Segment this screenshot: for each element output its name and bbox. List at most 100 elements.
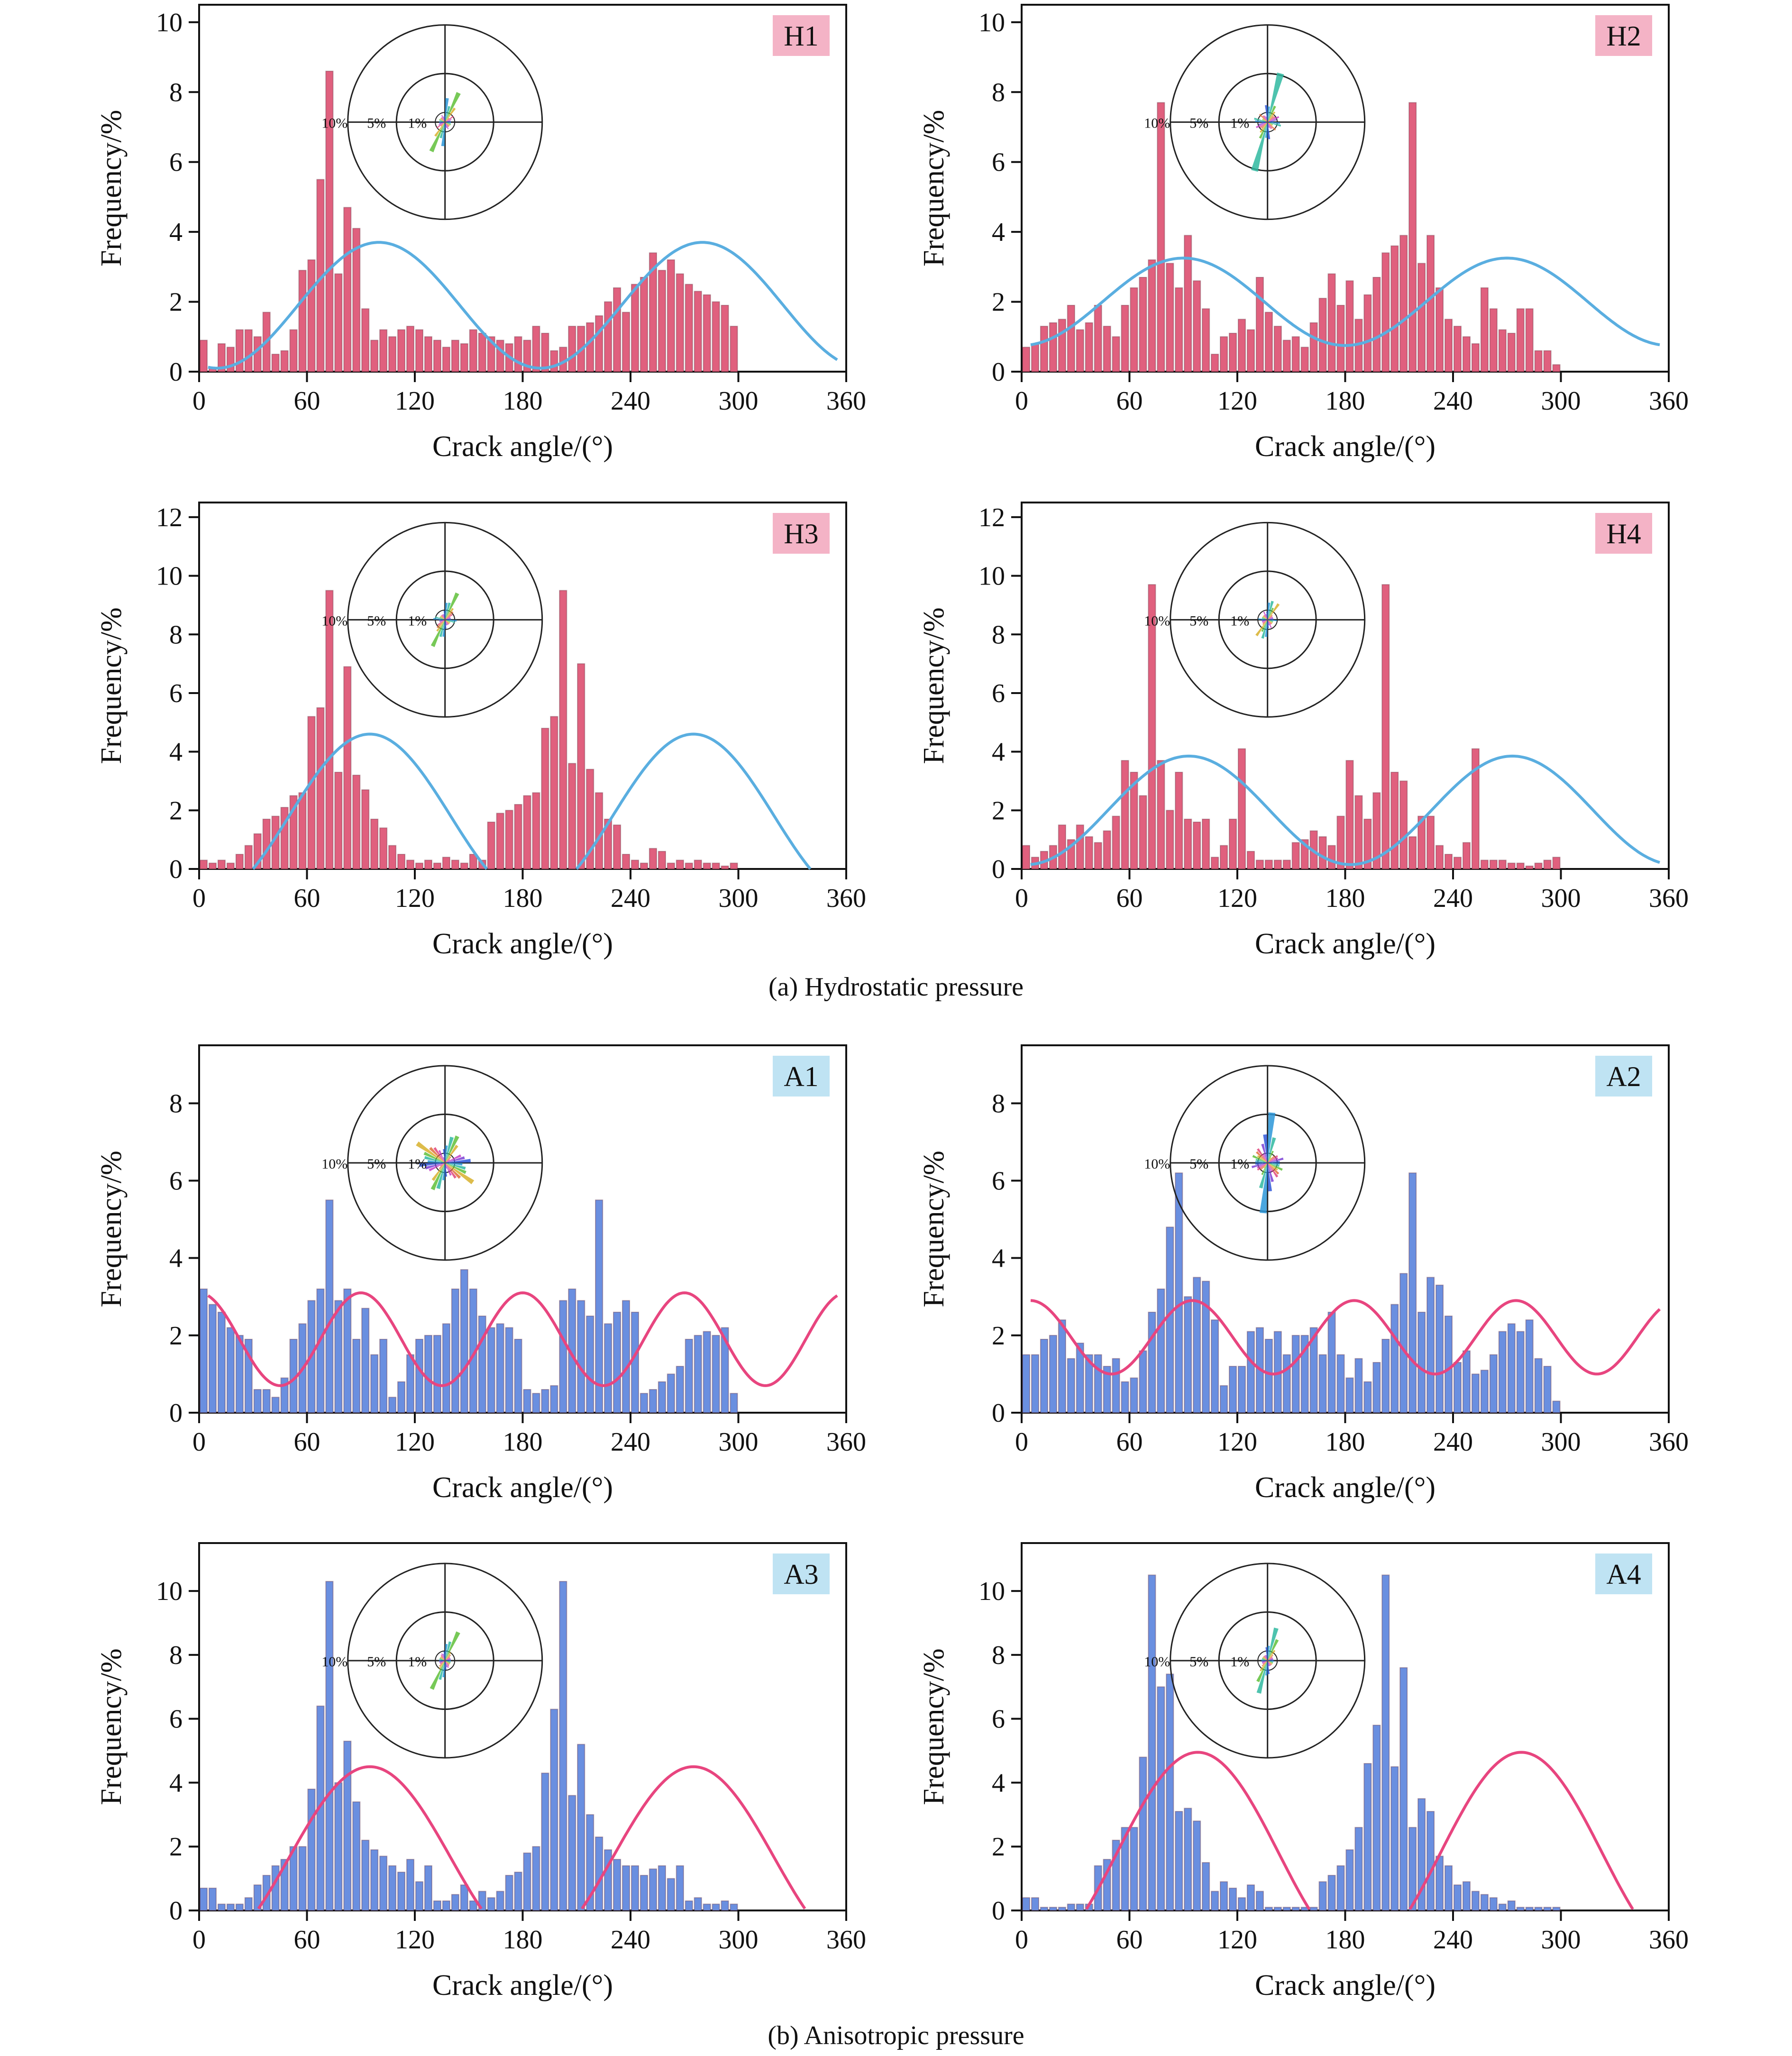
bar: [1211, 1891, 1219, 1911]
rose-petal: [1262, 1661, 1268, 1667]
x-tick-label: 0: [192, 1925, 206, 1955]
rose-label-1pct: 1%: [408, 1156, 427, 1172]
bar: [1246, 1884, 1255, 1911]
bar: [1246, 329, 1255, 372]
bar: [667, 259, 675, 372]
rose-petal: [445, 1163, 466, 1170]
bar: [1130, 1827, 1138, 1911]
bar: [1103, 1859, 1111, 1911]
rose-petal: [440, 1163, 445, 1167]
bar: [730, 1393, 738, 1413]
bar: [1228, 1366, 1237, 1413]
bar: [1166, 1673, 1174, 1911]
bar: [1022, 1897, 1031, 1911]
rose-petal: [445, 1661, 449, 1668]
rose-petal: [439, 1661, 445, 1663]
rose-label-5pct: 5%: [1189, 1654, 1208, 1670]
bar: [676, 1366, 684, 1413]
rose-petal: [423, 1151, 445, 1163]
rose-petal: [1262, 620, 1268, 621]
bar: [199, 1887, 208, 1911]
bar: [640, 862, 649, 869]
rose-diagram: 10% 5% 1%: [321, 1065, 543, 1261]
bar: [262, 1389, 271, 1414]
rose-petal: [1262, 618, 1268, 620]
fit-curve: [252, 732, 812, 870]
bar: [595, 1199, 603, 1413]
bar: [1489, 1897, 1498, 1911]
bar: [685, 862, 693, 869]
bar: [532, 1846, 540, 1911]
rose-petal: [445, 1163, 457, 1179]
rose-petal: [443, 116, 445, 122]
bar: [451, 339, 459, 373]
bar: [1444, 854, 1453, 869]
x-tick-label: 300: [719, 386, 759, 416]
rose-petal: [445, 1144, 458, 1163]
y-tick-label: 8: [992, 1641, 1005, 1670]
bar: [199, 1288, 208, 1413]
rose-petal: [1267, 620, 1277, 621]
bar: [1040, 1339, 1048, 1413]
y-tick-label: 2: [992, 796, 1005, 825]
bar: [217, 1311, 226, 1414]
rose-petal: [445, 620, 450, 624]
rose-petal: [445, 1136, 454, 1163]
bar: [1264, 1907, 1273, 1911]
fit-curve: [1085, 1751, 1634, 1910]
x-tick-label: 360: [826, 1427, 866, 1457]
bar: [1516, 308, 1525, 372]
x-tick-label: 0: [1015, 1925, 1028, 1955]
rose-petal: [445, 1159, 450, 1163]
rose-label-5pct: 5%: [1189, 613, 1208, 629]
bar: [325, 71, 334, 373]
bar: [1282, 1354, 1291, 1414]
y-axis-label: Frequency/%: [918, 1151, 950, 1307]
bar: [505, 810, 513, 869]
bar: [550, 350, 558, 372]
bar: [442, 1900, 450, 1911]
bar: [469, 854, 477, 869]
rose-petal: [445, 1644, 448, 1661]
bar: [361, 308, 370, 372]
x-tick-label: 300: [1541, 1427, 1581, 1457]
rose-petal: [445, 1657, 450, 1661]
bar: [514, 804, 522, 870]
rose-petal: [445, 122, 450, 126]
bar: [523, 339, 531, 373]
bar: [694, 1334, 702, 1413]
bar: [604, 1323, 613, 1413]
bar: [478, 1316, 486, 1414]
rose-petal: [445, 1661, 447, 1670]
y-axis-label: Frequency/%: [95, 1648, 128, 1805]
bar: [1336, 1354, 1345, 1414]
bar: [703, 1903, 711, 1911]
caption-anisotropic: (b) Anisotropic pressure: [768, 2021, 1024, 2050]
rose-petal: [445, 92, 461, 122]
bar: [217, 343, 226, 372]
rose-petal: [1267, 620, 1271, 625]
y-tick-label: 4: [169, 1768, 183, 1798]
rose-petal: [445, 1661, 451, 1662]
rose-petal: [445, 1661, 451, 1663]
x-axis-label: Crack angle/(°): [1255, 928, 1435, 960]
bar: [685, 1339, 693, 1413]
bar: [604, 301, 613, 372]
x-axis-label: Crack angle/(°): [1255, 430, 1435, 463]
rose-petal: [1262, 620, 1268, 623]
rose-petal: [445, 1631, 460, 1661]
x-axis-label: Crack angle/(°): [432, 1471, 613, 1504]
rose-petal: [1267, 1163, 1278, 1171]
x-tick-label: 180: [1326, 884, 1365, 913]
bar: [424, 859, 433, 869]
bar: [388, 845, 397, 869]
bar: [487, 1897, 495, 1911]
rose-petal: [431, 1163, 445, 1181]
fit-curve: [208, 241, 838, 370]
bar: [1103, 830, 1111, 870]
rose-petal: [445, 1135, 459, 1163]
x-tick-label: 180: [503, 386, 543, 416]
rose-petal: [1256, 122, 1268, 128]
bar: [667, 1373, 675, 1414]
bar: [1417, 1798, 1426, 1911]
